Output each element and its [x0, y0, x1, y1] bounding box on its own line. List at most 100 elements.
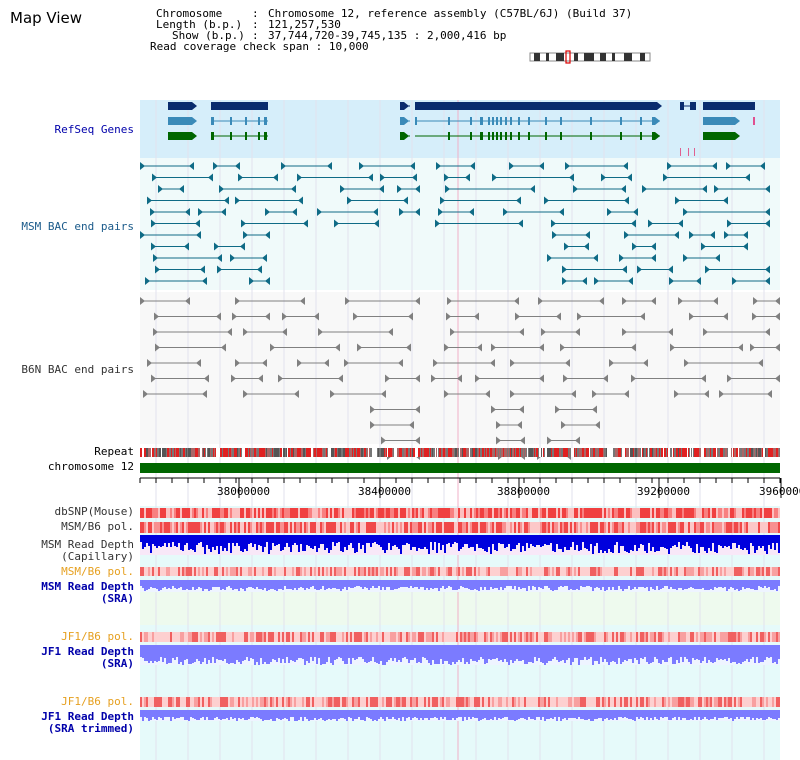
gene-exon: [652, 132, 655, 140]
heatmap-cell: [598, 697, 600, 707]
repeat-track[interactable]: [140, 448, 780, 457]
depth-bar: [298, 535, 300, 552]
depth-bar: [372, 710, 374, 721]
heatmap-cell: [644, 508, 646, 518]
chromosome-bar[interactable]: [140, 463, 780, 473]
depth-bar: [294, 710, 296, 721]
repeat-element: [358, 448, 361, 457]
heatmap-cell: [278, 522, 280, 533]
depth-bar: [342, 710, 344, 718]
heatmap-cell: [442, 567, 444, 576]
heatmap-cell: [744, 508, 746, 518]
heatmap-cell: [278, 697, 280, 707]
depth-bar: [308, 535, 310, 546]
bac-end: [760, 162, 765, 170]
depth-bar: [732, 645, 734, 662]
bac-end-pair: [607, 208, 638, 216]
depth-bar: [616, 535, 618, 542]
bac-end: [562, 277, 567, 285]
heatmap-cell: [526, 508, 528, 518]
heatmap-cell: [224, 697, 226, 707]
heatmap-cell: [302, 567, 304, 576]
heatmap-cell: [728, 632, 730, 642]
heatmap-cell: [678, 508, 680, 518]
bac-end: [208, 173, 213, 182]
depth-bar: [750, 535, 752, 543]
heatmap-cell: [532, 632, 534, 642]
heatmap-cell: [656, 522, 658, 533]
heatmap-cell: [168, 567, 170, 576]
heatmap-cell: [674, 522, 676, 533]
repeat-element: [599, 448, 602, 457]
heatmap-cell: [610, 508, 612, 518]
depth-bar: [294, 580, 296, 588]
depth-bar: [686, 580, 688, 589]
heatmap-cell: [358, 522, 360, 533]
depth-bar: [578, 710, 580, 717]
heatmap-cell: [398, 508, 400, 518]
depth-bar: [414, 535, 416, 547]
heatmap-row: [140, 508, 780, 518]
b6n-bac-track[interactable]: [140, 297, 780, 460]
heatmap-cell: [628, 522, 630, 533]
depth-bar: [638, 710, 640, 719]
heatmap-cell: [314, 632, 316, 642]
repeat-element: [203, 448, 204, 457]
depth-bar: [552, 535, 554, 551]
bac-end: [724, 231, 729, 239]
depth-bar: [536, 580, 538, 590]
heatmap-cell: [568, 632, 570, 642]
depth-bar: [540, 580, 542, 588]
repeat-element: [164, 448, 165, 457]
bac-end-pair: [750, 343, 780, 352]
heatmap-cell: [564, 522, 566, 533]
depth-bar: [348, 580, 350, 587]
heatmap-cell: [164, 632, 166, 642]
chromosome-ideogram[interactable]: [529, 50, 651, 64]
heatmap-cell: [324, 508, 326, 518]
label-jf1-read-depth-trim: JF1 Read Depth (SRA trimmed): [41, 710, 134, 735]
depth-bar: [456, 710, 458, 718]
repeat-element: [269, 448, 270, 457]
depth-bar: [244, 710, 246, 720]
repeat-element: [469, 448, 470, 457]
bac-end-pair: [281, 162, 332, 170]
heatmap-cell: [458, 632, 460, 642]
depth-bar: [560, 710, 562, 721]
depth-bar: [734, 710, 736, 719]
depth-bar: [254, 580, 256, 589]
repeat-element: [547, 448, 549, 457]
repeat-element: [216, 448, 219, 457]
depth-bar: [670, 710, 672, 720]
depth-bar: [464, 580, 466, 588]
bac-end-pair: [564, 242, 589, 251]
depth-bar: [152, 710, 154, 717]
depth-bar: [658, 580, 660, 590]
heatmap-cell: [412, 508, 414, 518]
heatmap-cell: [438, 508, 440, 518]
depth-bar: [408, 580, 410, 588]
gene-exon: [480, 132, 483, 140]
depth-bar: [150, 535, 152, 553]
repeat-element: [692, 448, 693, 457]
heatmap-cell: [650, 632, 652, 642]
msm-bac-track[interactable]: [140, 162, 770, 285]
heatmap-cell: [560, 632, 562, 642]
heatmap-cell: [432, 508, 434, 518]
depth-bar: [464, 710, 466, 717]
heatmap-cell: [560, 567, 562, 576]
depth-bar: [306, 580, 308, 588]
refseq-genes-track[interactable]: [168, 102, 755, 156]
heatmap-cell: [376, 508, 378, 518]
heatmap-cell: [342, 508, 344, 518]
depth-bar: [608, 580, 610, 587]
heatmap-cell: [306, 522, 308, 533]
bac-end: [273, 173, 278, 182]
depth-bar: [236, 710, 238, 721]
heatmap-cell: [246, 508, 248, 518]
depth-bar: [664, 710, 666, 717]
heatmap-cell: [648, 522, 650, 533]
heatmap-cell: [476, 697, 478, 707]
heatmap-cell: [684, 522, 686, 533]
